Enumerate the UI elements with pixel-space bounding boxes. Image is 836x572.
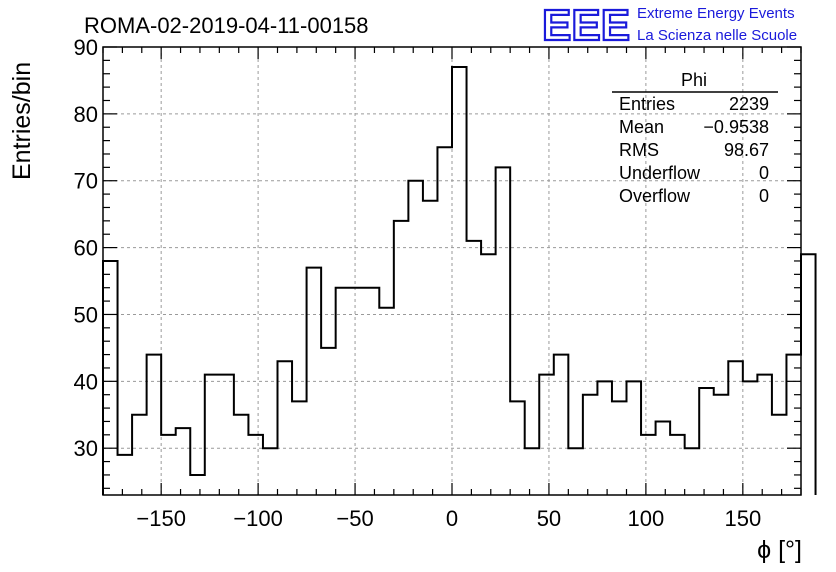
histogram-bin (423, 201, 438, 495)
histogram-bin (757, 375, 772, 495)
x-tick-labels: −150 −100 −50 0 50 100 150 (136, 506, 761, 531)
y-tick-label: 70 (74, 169, 98, 194)
stats-value-rms: 98.67 (724, 140, 769, 160)
chart-title: ROMA-02-2019-04-11-00158 (84, 13, 369, 38)
stats-label-overflow: Overflow (619, 186, 691, 206)
histogram-bin (205, 375, 220, 495)
histogram-bin (365, 288, 380, 495)
y-tick-label: 90 (74, 35, 98, 60)
logo-mark: EEE (542, 1, 630, 50)
histogram-outline (102, 66, 817, 495)
histogram-bin (786, 355, 801, 495)
histogram-bin (597, 381, 612, 495)
histogram-bin (103, 261, 118, 495)
histogram-bin (248, 435, 263, 495)
histogram-bin (670, 435, 685, 495)
stats-value-underflow: 0 (759, 163, 769, 183)
x-tick-label: 50 (537, 506, 561, 531)
histogram-bin (132, 415, 147, 495)
x-tick-label: 150 (724, 506, 761, 531)
histogram-bin (219, 375, 234, 495)
stats-value-overflow: 0 (759, 186, 769, 206)
y-tick-labels: 30 40 50 60 70 80 90 (74, 35, 98, 461)
histogram-bin (176, 428, 191, 495)
x-tick-label: −150 (136, 506, 186, 531)
y-tick-label: 50 (74, 302, 98, 327)
histogram-bin (452, 67, 467, 495)
histogram-bin (627, 381, 642, 495)
histogram-bin (743, 381, 758, 495)
y-axis-title: Entries/bin (8, 62, 36, 180)
y-tick-label: 30 (74, 436, 98, 461)
histogram-bin (714, 395, 729, 495)
project-name: Extreme Energy Events (637, 5, 795, 22)
stats-label-entries: Entries (619, 94, 675, 114)
y-tick-label: 60 (74, 236, 98, 261)
histogram-bin (292, 401, 307, 495)
stats-box: Phi Entries 2239 Mean −0.9538 RMS 98.67 … (612, 70, 778, 206)
x-tick-label: 100 (628, 506, 665, 531)
x-tick-label: 0 (446, 506, 458, 531)
stats-label-mean: Mean (619, 117, 664, 137)
histogram-bin (467, 241, 482, 495)
stats-title: Phi (681, 70, 707, 90)
x-tick-label: −100 (233, 506, 283, 531)
histogram-bin (161, 435, 176, 495)
histogram-bin (525, 448, 540, 495)
histogram-bin (147, 355, 162, 495)
histogram-bin (234, 415, 249, 495)
histogram-bin (539, 375, 554, 495)
stats-value-mean: −0.9538 (703, 117, 769, 137)
histogram-bin (641, 435, 656, 495)
eee-logo: EEE Extreme Energy Events La Scienza nel… (541, 0, 797, 51)
histogram-bin (394, 221, 409, 495)
histogram-bin (379, 308, 394, 495)
histogram-bin (685, 448, 700, 495)
x-axis-title: ϕ [°] (757, 536, 802, 564)
y-tick-label: 80 (74, 102, 98, 127)
histogram-bin (699, 388, 714, 495)
histogram-bin (190, 475, 205, 495)
histogram-bin (336, 288, 351, 495)
histogram-bin (437, 147, 452, 495)
histogram-bin (496, 167, 511, 495)
histogram-bin (118, 455, 133, 495)
histogram-bin (568, 448, 583, 495)
histogram-bin (656, 421, 671, 495)
histogram-bin (554, 355, 569, 495)
project-subtitle: La Scienza nelle Scuole (637, 27, 797, 44)
stats-label-underflow: Underflow (619, 163, 701, 183)
plot-frame (102, 46, 802, 496)
histogram-bin (321, 348, 336, 495)
histogram-bin (350, 288, 365, 495)
x-tick-label: −50 (336, 506, 373, 531)
histogram-bin (263, 448, 278, 495)
histogram-bin (481, 254, 496, 495)
histogram-bin (583, 395, 598, 495)
histogram-bin (801, 254, 816, 495)
y-tick-label: 40 (74, 369, 98, 394)
stats-label-rms: RMS (619, 140, 659, 160)
histogram-bin (772, 415, 787, 495)
stats-value-entries: 2239 (729, 94, 769, 114)
